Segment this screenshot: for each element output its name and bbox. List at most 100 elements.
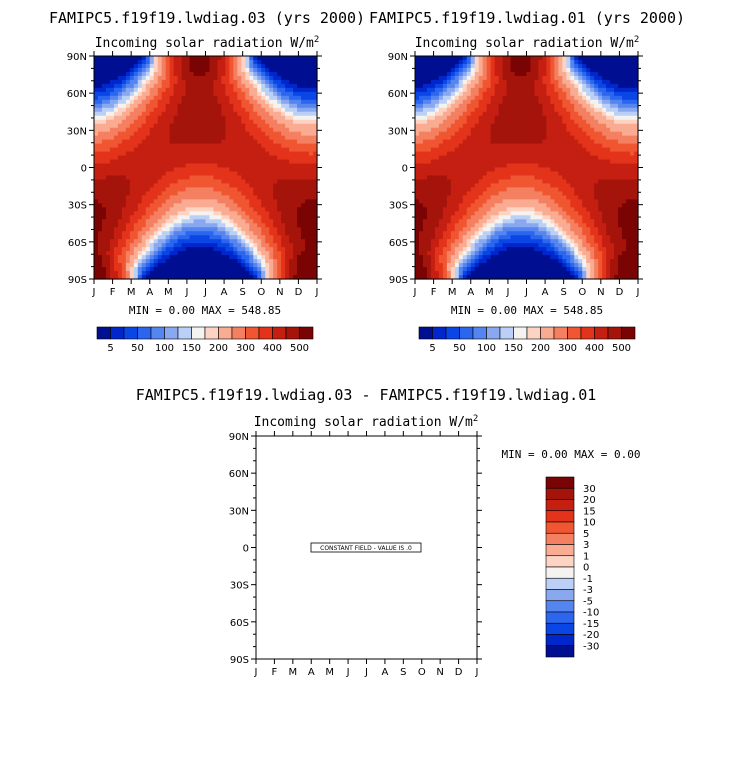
colorbar-swatch xyxy=(445,326,460,340)
y-tick-label: 60N xyxy=(67,89,87,100)
colorbar-swatch xyxy=(545,600,575,613)
colorbar-label: 100 xyxy=(477,343,496,354)
x-tick-label: N xyxy=(436,667,443,678)
x-tick-label: M xyxy=(164,287,173,298)
colorbar-swatch xyxy=(164,326,179,340)
min-max-label: MIN = 0.00 MAX = 0.00 xyxy=(501,448,640,461)
colorbar-label: 50 xyxy=(453,343,466,354)
y-tick-label: 60S xyxy=(389,238,408,249)
colorbar-label: 200 xyxy=(209,343,228,354)
colorbar-label: -10 xyxy=(583,608,599,619)
colorbar-label: 50 xyxy=(131,343,144,354)
colorbar-label: 30 xyxy=(583,484,596,495)
y-tick-label: 30N xyxy=(67,126,87,137)
colorbar-swatch xyxy=(299,326,314,340)
colorbar-swatch xyxy=(545,611,575,624)
min-max-label: MIN = 0.00 MAX = 548.85 xyxy=(129,304,281,317)
x-tick-label: S xyxy=(400,667,406,678)
colorbar-swatch xyxy=(580,326,595,340)
x-tick-label: F xyxy=(272,667,278,678)
x-tick-label: D xyxy=(616,287,624,298)
y-tick-label: 30N xyxy=(229,506,249,517)
colorbar-swatch xyxy=(553,326,568,340)
x-tick-label: A xyxy=(542,287,549,298)
colorbar-swatch xyxy=(258,326,273,340)
colorbar: 5 50 100 150 200 300 400 500 xyxy=(96,326,314,354)
panel-difference: FAMIPC5.f19f19.lwdiag.03 - FAMIPC5.f19f1… xyxy=(136,386,641,678)
colorbar-swatch xyxy=(204,326,219,340)
colorbar-label: -1 xyxy=(583,574,593,585)
colorbar-swatch xyxy=(110,326,125,340)
colorbar-swatch xyxy=(137,326,152,340)
y-tick-label: 60S xyxy=(68,238,87,249)
colorbar-swatch xyxy=(545,589,575,602)
colorbar-label: 0 xyxy=(583,563,589,574)
colorbar-swatch xyxy=(272,326,287,340)
colorbar-swatch xyxy=(545,476,575,489)
y-tick-label: 30S xyxy=(230,581,249,592)
colorbar-swatch xyxy=(545,622,575,635)
colorbar-swatch xyxy=(545,487,575,500)
colorbar-swatch xyxy=(418,326,433,340)
colorbar-swatch xyxy=(245,326,260,340)
y-tick-label: 90S xyxy=(68,275,87,286)
x-tick-label: J xyxy=(413,287,417,298)
y-tick-label: 60N xyxy=(388,89,408,100)
colorbar-swatch xyxy=(545,499,575,512)
colorbar-label: 500 xyxy=(612,343,631,354)
colorbar-swatch xyxy=(540,326,555,340)
colorbar-swatch xyxy=(191,326,206,340)
x-tick-label: M xyxy=(289,667,298,678)
colorbar-label: 5 xyxy=(107,343,113,354)
colorbar-label: -5 xyxy=(583,596,593,607)
colorbar-swatch xyxy=(545,555,575,568)
x-tick-label: A xyxy=(308,667,315,678)
x-tick-label: D xyxy=(455,667,463,678)
colorbar-label: 100 xyxy=(155,343,174,354)
colorbar-swatch xyxy=(621,326,636,340)
x-tick-label: M xyxy=(485,287,494,298)
colorbar-label: 150 xyxy=(182,343,201,354)
x-tick-label: F xyxy=(110,287,116,298)
colorbar-swatch xyxy=(545,566,575,579)
x-tick-label: A xyxy=(467,287,474,298)
x-tick-label: O xyxy=(418,667,426,678)
x-tick-label: J xyxy=(346,667,350,678)
colorbar-label: 10 xyxy=(583,518,596,529)
x-tick-label: M xyxy=(448,287,457,298)
colorbar-label: 300 xyxy=(236,343,255,354)
colorbar-swatch xyxy=(545,645,575,658)
x-tick-label: S xyxy=(239,287,245,298)
x-tick-label: F xyxy=(431,287,437,298)
colorbar-swatch xyxy=(545,532,575,545)
x-tick-label: J xyxy=(524,287,528,298)
colorbar-swatch xyxy=(545,577,575,590)
y-tick-label: 90S xyxy=(230,655,249,666)
x-tick-label: N xyxy=(597,287,604,298)
x-tick-label: O xyxy=(257,287,265,298)
y-tick-label: 90N xyxy=(388,52,408,63)
x-tick-label: J xyxy=(254,667,258,678)
panel-title: FAMIPC5.f19f19.lwdiag.03 - FAMIPC5.f19f1… xyxy=(136,386,597,404)
y-tick-label: 30N xyxy=(388,126,408,137)
colorbar-swatch xyxy=(472,326,487,340)
x-tick-label: J xyxy=(636,287,640,298)
x-tick-label: S xyxy=(560,287,566,298)
x-tick-label: J xyxy=(184,287,188,298)
x-tick-label: J xyxy=(203,287,207,298)
x-tick-label: J xyxy=(475,667,479,678)
y-tick-label: 90S xyxy=(389,275,408,286)
x-tick-label: N xyxy=(276,287,283,298)
colorbar-label: 3 xyxy=(583,540,589,551)
y-tick-label: 30S xyxy=(389,201,408,212)
contour-field xyxy=(415,56,639,280)
colorbar-swatch xyxy=(231,326,246,340)
y-tick-label: 0 xyxy=(402,164,408,175)
colorbar-label: 400 xyxy=(263,343,282,354)
x-tick-label: A xyxy=(381,667,388,678)
colorbar-swatch xyxy=(545,521,575,534)
